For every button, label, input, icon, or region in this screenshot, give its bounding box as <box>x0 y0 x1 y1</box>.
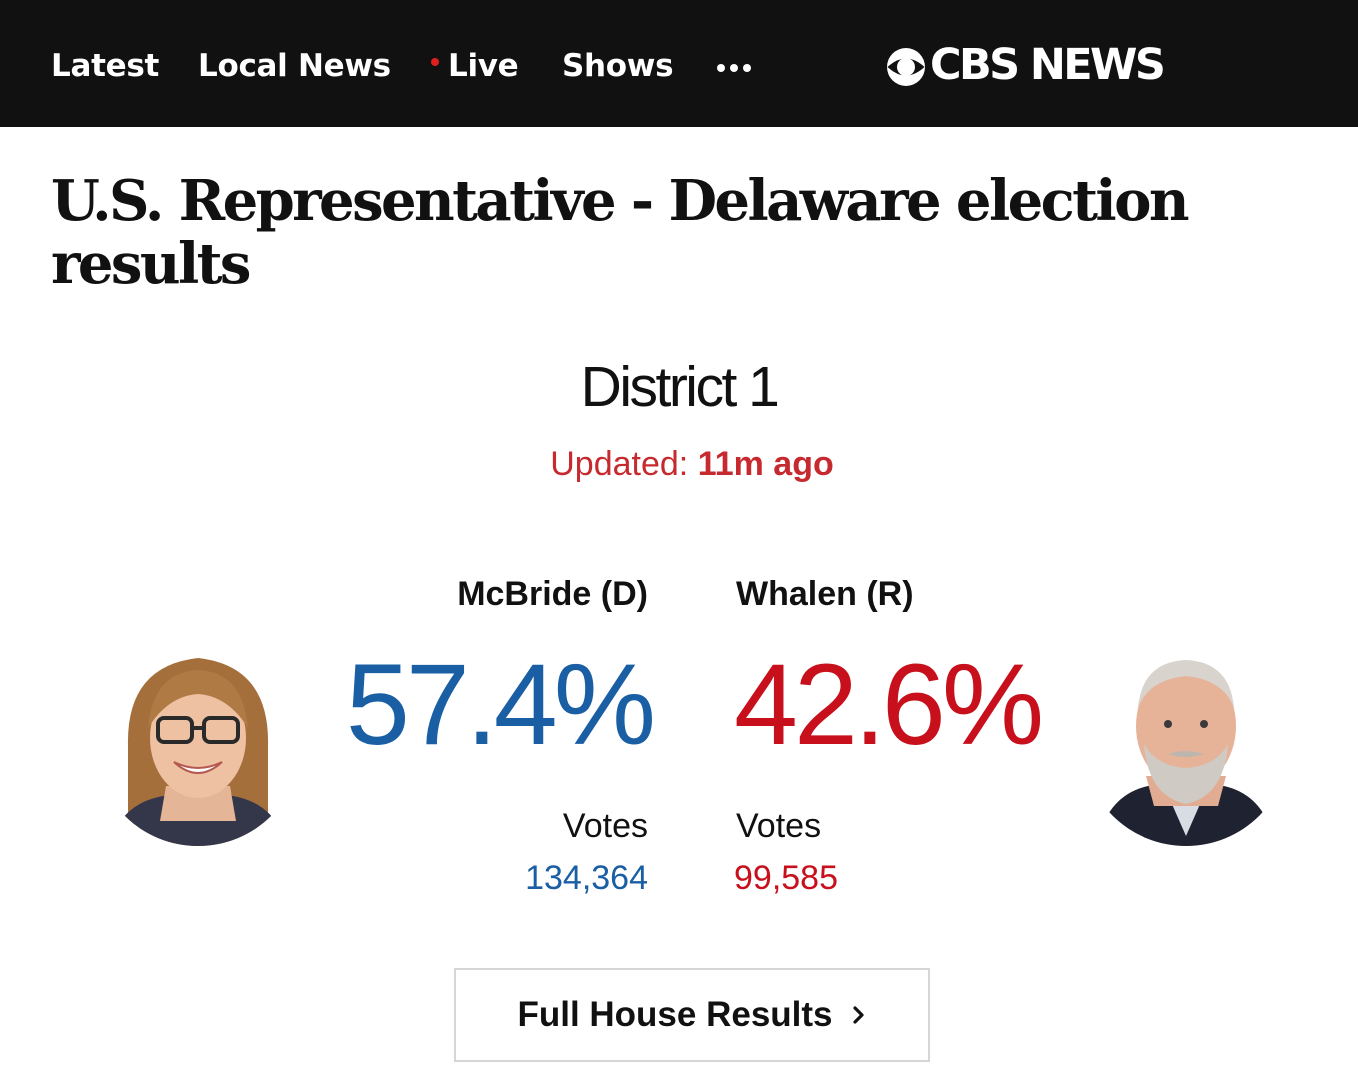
votes-label-whalen: Votes <box>736 807 822 845</box>
chevron-right-icon <box>852 1006 864 1024</box>
candidate-percent-whalen: 42.6% <box>734 641 1044 769</box>
brand-wordmark: CBS NEWS <box>930 40 1166 90</box>
candidate-name-mcbride: McBride (D) <box>457 575 648 613</box>
district-title: District 1 <box>580 355 780 419</box>
votes-count-whalen: 99,585 <box>734 859 838 897</box>
nav-shows[interactable]: Shows <box>562 48 674 84</box>
votes-label-mcbride: Votes <box>562 807 648 845</box>
cbs-eye-icon <box>887 48 925 86</box>
updated-status: Updated: 11m ago <box>0 444 1358 484</box>
candidate-photo-mcbride <box>108 636 288 846</box>
full-house-results-label: Full House Results <box>517 995 833 1034</box>
candidate-percent-mcbride: 57.4% <box>345 641 656 769</box>
more-horizontal-icon[interactable] <box>716 64 752 74</box>
updated-value: 11m ago <box>697 445 834 483</box>
nav-live[interactable]: Live <box>431 46 519 86</box>
page-title: U.S. Representative - Delaware election … <box>51 168 1190 297</box>
candidate-photo-whalen <box>1096 636 1276 846</box>
nav-local-news[interactable]: Local News <box>198 48 391 84</box>
full-house-results-button[interactable]: Full House Results <box>454 968 930 1062</box>
votes-count-mcbride: 134,364 <box>525 859 648 897</box>
nav-latest[interactable]: Latest <box>51 48 159 84</box>
updated-label: Updated: <box>550 445 689 483</box>
live-dot-icon <box>431 57 439 66</box>
candidate-name-whalen: Whalen (R) <box>736 575 914 613</box>
nav-live-label: Live <box>448 48 519 84</box>
top-nav: Latest Local News Live Shows CBS NEWS <box>0 0 1358 127</box>
